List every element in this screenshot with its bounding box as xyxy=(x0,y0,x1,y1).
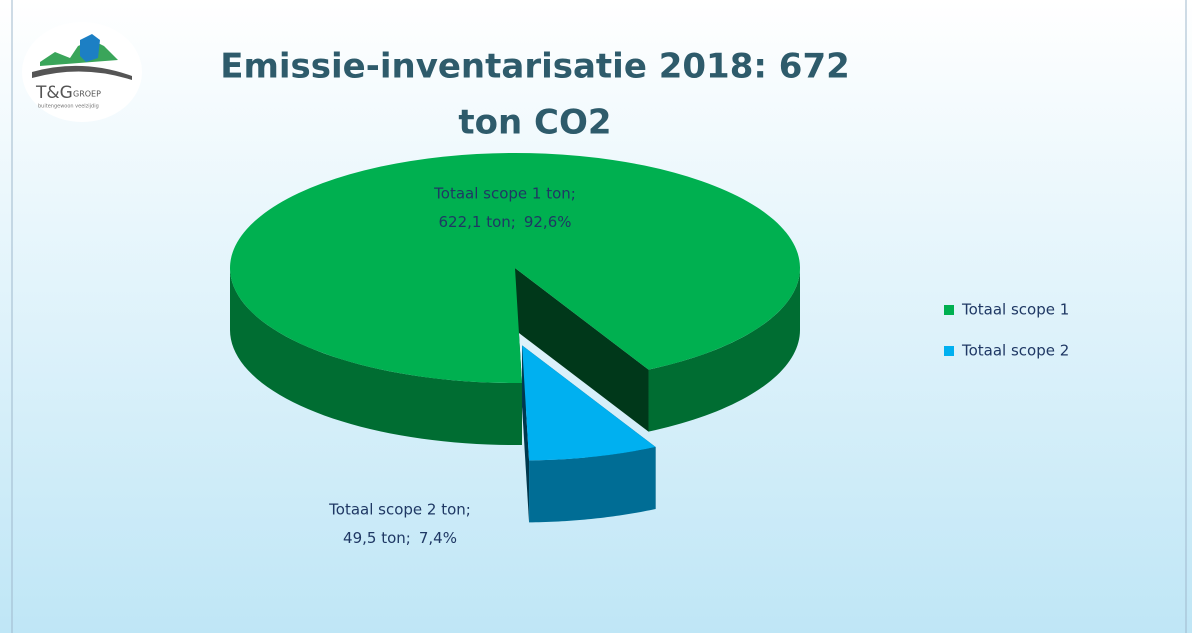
legend-swatch xyxy=(944,346,954,356)
data-label-name: Totaal scope 1 ton; xyxy=(433,185,576,203)
logo-icon xyxy=(80,34,100,62)
logo-badge xyxy=(22,22,142,122)
slice-cut-face xyxy=(515,268,649,432)
logo-tagline: buitengewoon veelzijdig xyxy=(38,104,99,110)
chart-title: ton CO2 xyxy=(458,103,611,143)
slice-side xyxy=(648,268,800,432)
slice xyxy=(522,345,656,523)
slice-side xyxy=(230,268,522,445)
value-label: 49,5 ton; xyxy=(343,529,411,547)
legend-label: Totaal scope 1 xyxy=(961,301,1069,319)
logo-suffix: GROEP xyxy=(73,90,101,99)
data-label-name: Totaal scope 2 ton; xyxy=(328,501,471,519)
logo: T&G GROEP buitengewoon veelzijdig xyxy=(22,22,142,122)
legend-swatch xyxy=(944,305,954,315)
slice-cut-face xyxy=(522,345,530,523)
logo-name: T&G xyxy=(35,83,73,103)
slice-side xyxy=(529,446,656,523)
logo-road xyxy=(32,65,132,80)
percent-label: 7,4% xyxy=(419,529,457,547)
percent-label: 92,6% xyxy=(524,213,572,231)
chart-title: Emissie-inventarisatie 2018: 672 xyxy=(220,47,850,87)
legend-label: Totaal scope 2 xyxy=(961,342,1069,360)
slice xyxy=(229,153,800,445)
value-label: 622,1 ton; xyxy=(439,213,516,231)
data-label-value: 622,1 ton; 92,6% xyxy=(439,213,572,231)
data-label-value: 49,5 ton; 7,4% xyxy=(343,529,457,547)
slice-top xyxy=(522,345,656,461)
slice-top xyxy=(229,153,800,383)
